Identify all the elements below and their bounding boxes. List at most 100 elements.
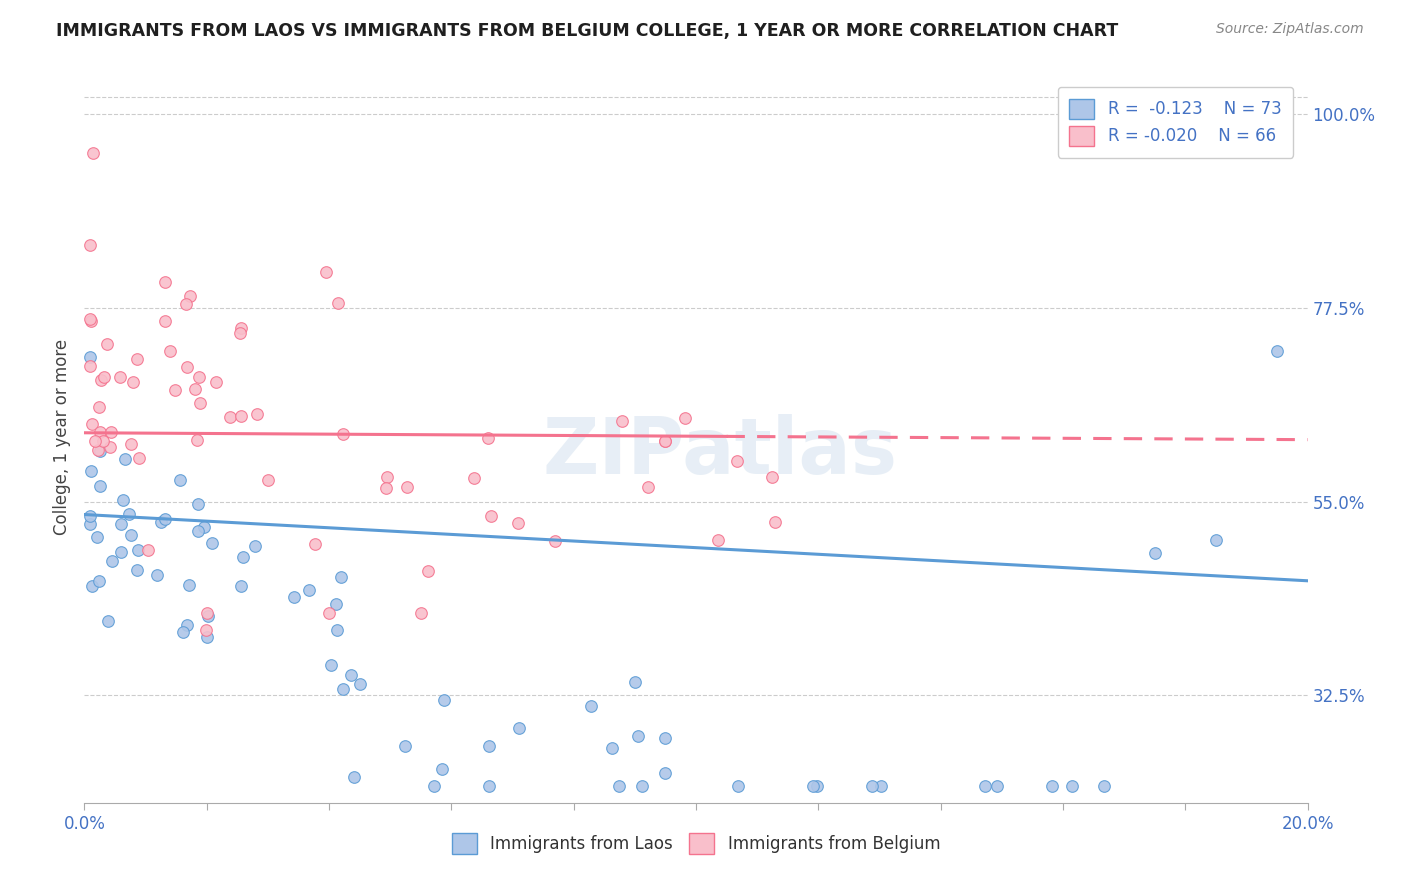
Point — [93, 434, 115, 448]
Point — [120, 436, 142, 450]
Point — [1092, 779, 1115, 793]
Point — [654, 765, 676, 780]
Point — [610, 414, 633, 428]
Point — [96, 336, 118, 351]
Point — [298, 583, 321, 598]
Point — [80, 464, 103, 478]
Point — [396, 480, 419, 494]
Point — [153, 275, 176, 289]
Point — [654, 434, 676, 449]
Point — [257, 473, 280, 487]
Point — [155, 512, 177, 526]
Point — [98, 440, 121, 454]
Point — [146, 567, 169, 582]
Point — [101, 554, 124, 568]
Point — [870, 779, 893, 793]
Point — [761, 470, 783, 484]
Point — [84, 434, 107, 449]
Point — [231, 409, 253, 423]
Point — [79, 311, 101, 326]
Point — [172, 624, 194, 639]
Point — [195, 607, 218, 621]
Point — [707, 533, 730, 547]
Point — [89, 574, 111, 588]
Point — [108, 369, 131, 384]
Point — [219, 410, 242, 425]
Point — [79, 517, 101, 532]
Point — [1040, 779, 1063, 793]
Point — [600, 741, 623, 756]
Point — [377, 470, 399, 484]
Point — [89, 444, 111, 458]
Point — [860, 779, 883, 793]
Point — [725, 454, 748, 468]
Point — [986, 779, 1008, 793]
Point — [163, 383, 186, 397]
Y-axis label: College, 1 year or more: College, 1 year or more — [53, 339, 72, 535]
Point — [319, 657, 342, 672]
Point — [624, 675, 647, 690]
Point — [195, 630, 218, 644]
Point — [304, 537, 326, 551]
Point — [136, 543, 159, 558]
Point — [197, 608, 219, 623]
Point — [1060, 779, 1083, 793]
Point — [80, 578, 103, 592]
Point — [477, 431, 499, 445]
Point — [418, 565, 440, 579]
Point — [169, 473, 191, 487]
Point — [673, 410, 696, 425]
Legend: Immigrants from Laos, Immigrants from Belgium: Immigrants from Laos, Immigrants from Be… — [444, 827, 948, 860]
Point — [187, 524, 209, 538]
Point — [478, 779, 501, 793]
Point — [231, 320, 253, 334]
Point — [423, 779, 446, 793]
Point — [579, 698, 602, 713]
Point — [409, 607, 432, 621]
Text: Source: ZipAtlas.com: Source: ZipAtlas.com — [1216, 22, 1364, 37]
Point — [111, 492, 134, 507]
Point — [283, 590, 305, 604]
Point — [100, 425, 122, 440]
Point — [127, 351, 149, 366]
Point — [159, 344, 181, 359]
Point — [183, 382, 205, 396]
Point — [243, 539, 266, 553]
Point — [508, 516, 530, 531]
Point — [82, 417, 104, 431]
Point — [1143, 546, 1166, 560]
Point — [114, 451, 136, 466]
Point — [637, 480, 659, 494]
Point — [375, 481, 398, 495]
Point — [727, 779, 749, 793]
Point — [479, 509, 502, 524]
Point — [340, 668, 363, 682]
Point — [432, 762, 454, 776]
Point — [79, 350, 101, 364]
Point — [463, 470, 485, 484]
Point — [186, 433, 208, 447]
Point — [93, 369, 115, 384]
Point — [177, 578, 200, 592]
Point — [176, 359, 198, 374]
Point — [201, 535, 224, 549]
Point — [232, 549, 254, 564]
Point — [631, 779, 654, 793]
Point — [153, 314, 176, 328]
Point — [179, 289, 201, 303]
Text: ZIPatlas: ZIPatlas — [543, 414, 898, 490]
Point — [1265, 344, 1288, 359]
Point — [79, 237, 101, 252]
Point — [315, 265, 337, 279]
Point — [801, 779, 824, 793]
Point — [342, 770, 364, 784]
Point — [128, 450, 150, 465]
Point — [394, 739, 416, 753]
Point — [89, 400, 111, 414]
Point — [318, 607, 340, 621]
Point — [974, 779, 997, 793]
Point — [174, 297, 197, 311]
Point — [79, 509, 101, 524]
Point — [508, 721, 530, 735]
Point — [229, 579, 252, 593]
